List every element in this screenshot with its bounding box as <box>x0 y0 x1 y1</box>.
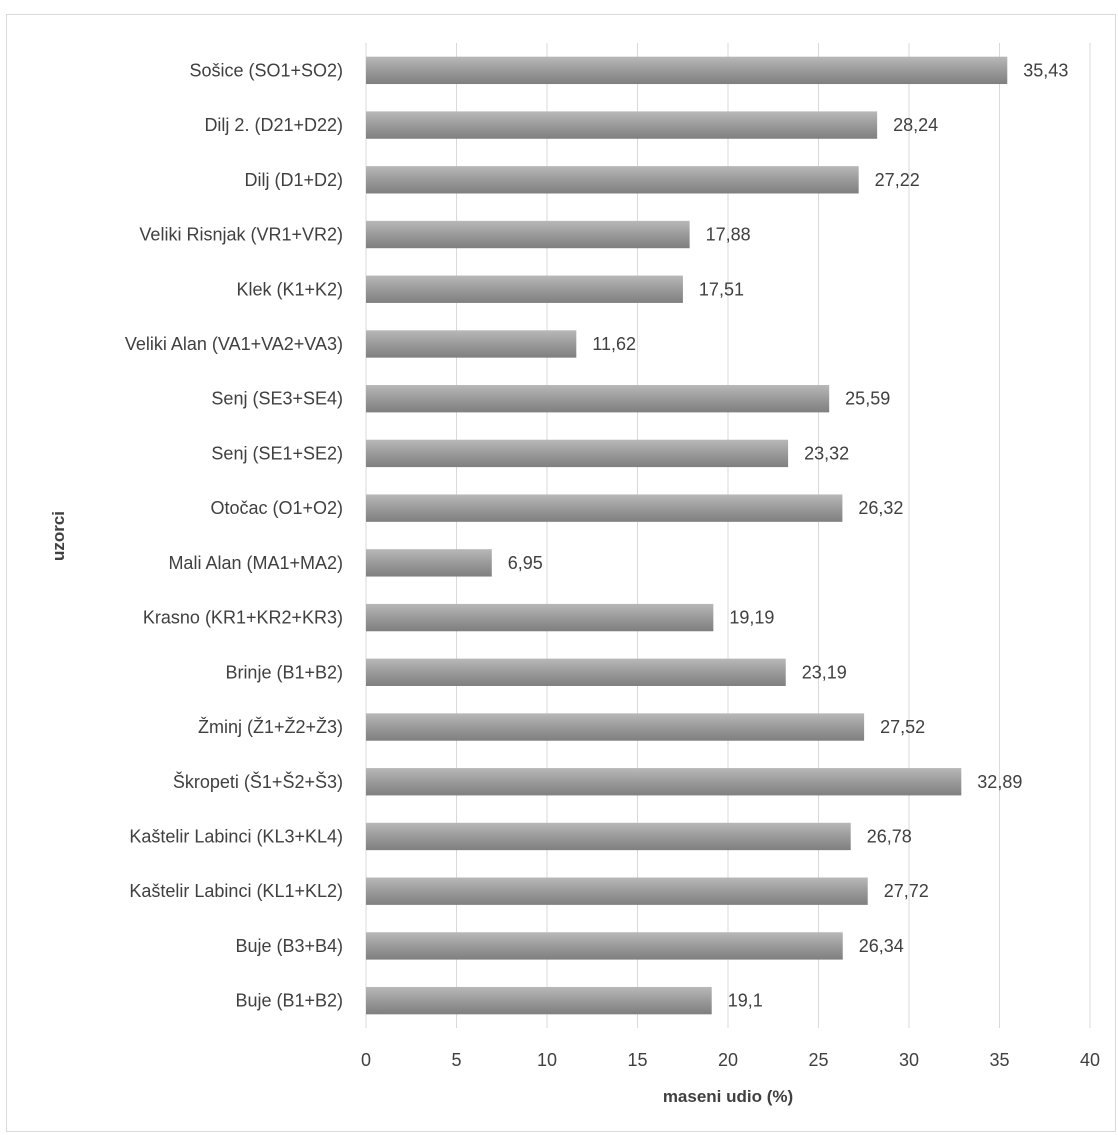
x-tick-label: 25 <box>808 1050 828 1070</box>
data-label: 19,19 <box>729 608 774 628</box>
data-label: 19,1 <box>728 991 763 1011</box>
bar <box>366 275 683 303</box>
x-tick-label: 20 <box>718 1050 738 1070</box>
category-label: Krasno (KR1+KR2+KR3) <box>143 608 343 628</box>
data-label: 32,89 <box>977 772 1022 792</box>
category-label: Senj (SE1+SE2) <box>211 443 343 463</box>
bar <box>366 603 714 632</box>
data-label: 28,24 <box>893 115 938 135</box>
data-label: 11,62 <box>592 334 636 354</box>
data-label: 6,95 <box>508 553 543 573</box>
category-label: Klek (K1+K2) <box>236 279 343 299</box>
bar <box>366 768 962 796</box>
data-label: 35,43 <box>1023 60 1068 80</box>
data-label: 17,88 <box>706 225 751 245</box>
category-label: Sošice (SO1+SO2) <box>189 60 343 80</box>
bar <box>366 549 492 577</box>
category-label: Dilj (D1+D2) <box>244 170 343 190</box>
bar <box>366 822 851 851</box>
x-tick-label: 30 <box>899 1050 919 1070</box>
bar <box>366 111 878 139</box>
data-label: 27,52 <box>880 717 925 737</box>
x-tick-label: 15 <box>627 1050 647 1070</box>
data-label: 23,32 <box>804 443 849 463</box>
category-label: Otočac (O1+O2) <box>210 498 343 518</box>
x-axis-title: maseni udio (%) <box>663 1087 793 1106</box>
x-tick-label: 40 <box>1080 1050 1100 1070</box>
data-label: 26,78 <box>867 826 912 846</box>
bar <box>366 658 786 686</box>
grid <box>365 43 1091 1028</box>
data-label: 27,72 <box>884 881 929 901</box>
category-label: Dilj 2. (D21+D22) <box>204 115 343 135</box>
category-label: Žminj (Ž1+Ž2+Ž3) <box>198 717 343 737</box>
category-label: Buje (B3+B4) <box>235 936 343 956</box>
bar <box>366 494 843 522</box>
bar <box>366 713 865 741</box>
bar <box>366 932 843 960</box>
data-label: 26,32 <box>858 498 903 518</box>
data-label: 17,51 <box>699 279 744 299</box>
data-labels: 35,43 28,24 27,22 17,88 17,51 11,62 25,59 23,32… <box>508 60 1069 1010</box>
category-label: Mali Alan (MA1+MA2) <box>168 553 343 573</box>
x-tick-label: 0 <box>361 1050 371 1070</box>
category-label: Škropeti (Š1+Š2+Š3) <box>173 771 343 792</box>
bar <box>366 330 577 358</box>
bar <box>366 877 868 905</box>
bar <box>366 385 830 413</box>
data-label: 27,22 <box>875 170 920 190</box>
category-label: Veliki Alan (VA1+VA2+VA3) <box>125 334 343 354</box>
category-label: Brinje (B1+B2) <box>225 662 343 682</box>
bar <box>366 439 789 468</box>
data-label: 23,19 <box>802 662 847 682</box>
category-label: Buje (B1+B2) <box>235 991 343 1011</box>
data-label: 25,59 <box>845 389 890 409</box>
x-tick-labels: 0 5 10 15 20 25 30 35 40 <box>361 1050 1100 1070</box>
category-label: Senj (SE3+SE4) <box>211 389 343 409</box>
category-labels: Sošice (SO1+SO2) Dilj 2. (D21+D22) Dilj (D… <box>125 60 343 1010</box>
bar <box>366 986 712 1015</box>
data-label: 26,34 <box>859 936 904 956</box>
y-axis-title: uzorci <box>49 511 68 561</box>
x-tick-label: 10 <box>537 1050 557 1070</box>
bar <box>366 220 690 249</box>
category-label: Kaštelir Labinci (KL3+KL4) <box>129 826 343 846</box>
category-label: Kaštelir Labinci (KL1+KL2) <box>129 881 343 901</box>
bars <box>366 56 1008 1015</box>
bar <box>366 56 1008 85</box>
category-label: Veliki Risnjak (VR1+VR2) <box>139 225 343 245</box>
x-tick-label: 35 <box>989 1050 1009 1070</box>
bar <box>366 166 859 194</box>
x-tick-label: 5 <box>451 1050 461 1070</box>
